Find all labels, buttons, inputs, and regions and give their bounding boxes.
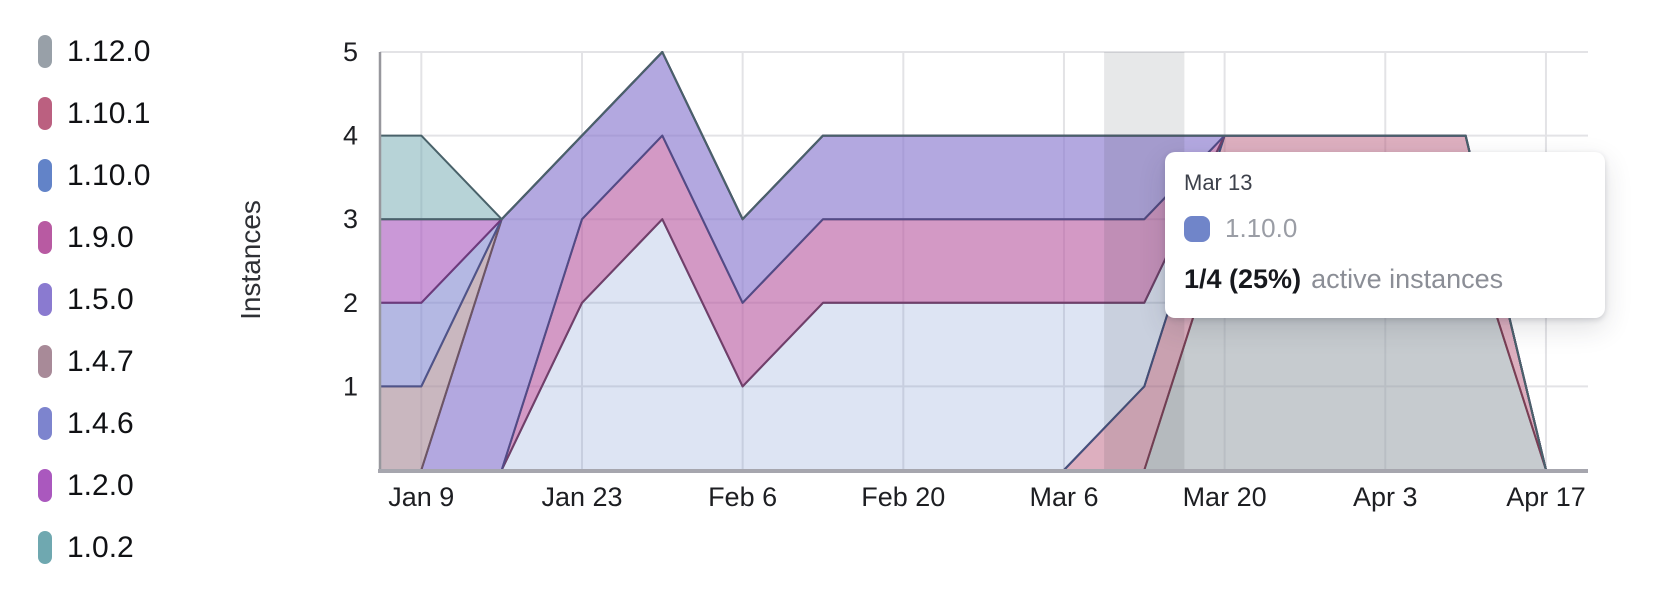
legend-item-1.4.7[interactable]: 1.4.7 xyxy=(38,345,134,378)
legend-swatch-1.5.0 xyxy=(38,283,52,316)
y-tick-label: 1 xyxy=(343,371,358,401)
legend-swatch-1.0.2 xyxy=(38,531,52,564)
legend-label: 1.5.0 xyxy=(67,282,134,316)
legend-item-1.9.0[interactable]: 1.9.0 xyxy=(38,221,134,254)
legend-item-1.0.2[interactable]: 1.0.2 xyxy=(38,531,134,564)
y-tick-label: 5 xyxy=(343,37,358,67)
x-tick-label: Feb 6 xyxy=(708,482,777,512)
legend-swatch-1.4.6 xyxy=(38,407,52,440)
legend-item-1.4.6[interactable]: 1.4.6 xyxy=(38,407,134,440)
tooltip: Mar 13 1.10.0 1/4 (25%) active instances xyxy=(1165,152,1605,318)
x-tick-label: Apr 3 xyxy=(1353,482,1418,512)
tooltip-value: 1/4 (25%) xyxy=(1184,264,1302,294)
legend-label: 1.4.6 xyxy=(67,406,134,440)
x-axis-line xyxy=(378,469,1588,473)
tooltip-series-label: 1.10.0 xyxy=(1225,213,1298,243)
y-tick-label: 4 xyxy=(343,121,358,151)
axis-tick-labels: Jan 9 Jan 23 Feb 6 Feb 20 Mar 6 Mar 20 Apr 3 Ap… xyxy=(343,37,1586,512)
legend-label: 1.4.7 xyxy=(67,344,134,378)
version-legend: 1.12.0 1.10.1 1.10.0 1.9.0 1.5.0 1.4.7 1.4.6 1.… xyxy=(0,0,300,592)
tooltip-caption: active instances xyxy=(1311,264,1504,294)
legend-label: 1.0.2 xyxy=(67,530,134,564)
x-tick-label: Apr 17 xyxy=(1506,482,1586,512)
legend-swatch-1.2.0 xyxy=(38,469,52,502)
tooltip-value-row: 1/4 (25%) active instances xyxy=(1184,264,1585,295)
legend-item-1.10.1[interactable]: 1.10.1 xyxy=(38,97,150,130)
legend-item-1.2.0[interactable]: 1.2.0 xyxy=(38,469,134,502)
legend-swatch-1.10.1 xyxy=(38,97,52,130)
tooltip-series-swatch xyxy=(1184,215,1210,242)
y-tick-label: 3 xyxy=(343,204,358,234)
x-tick-label: Mar 6 xyxy=(1029,482,1098,512)
legend-swatch-1.4.7 xyxy=(38,345,52,378)
legend-swatch-1.10.0 xyxy=(38,159,52,192)
legend-label: 1.2.0 xyxy=(67,468,134,502)
legend-item-1.12.0[interactable]: 1.12.0 xyxy=(38,35,150,68)
legend-label: 1.10.1 xyxy=(67,96,151,130)
x-tick-label: Feb 20 xyxy=(861,482,945,512)
legend-swatch-1.12.0 xyxy=(38,35,52,68)
x-tick-label: Jan 23 xyxy=(541,482,622,512)
legend-item-1.10.0[interactable]: 1.10.0 xyxy=(38,159,150,192)
legend-label: 1.9.0 xyxy=(67,220,134,254)
x-tick-label: Mar 20 xyxy=(1183,482,1267,512)
y-tick-label: 2 xyxy=(343,288,358,318)
legend-item-1.5.0[interactable]: 1.5.0 xyxy=(38,283,134,316)
tooltip-date: Mar 13 xyxy=(1184,170,1253,195)
tooltip-series-row: 1.10.0 xyxy=(1184,213,1585,244)
legend-label: 1.12.0 xyxy=(67,34,151,68)
x-tick-label: Jan 9 xyxy=(388,482,454,512)
legend-label: 1.10.0 xyxy=(67,158,151,192)
legend-swatch-1.9.0 xyxy=(38,221,52,254)
